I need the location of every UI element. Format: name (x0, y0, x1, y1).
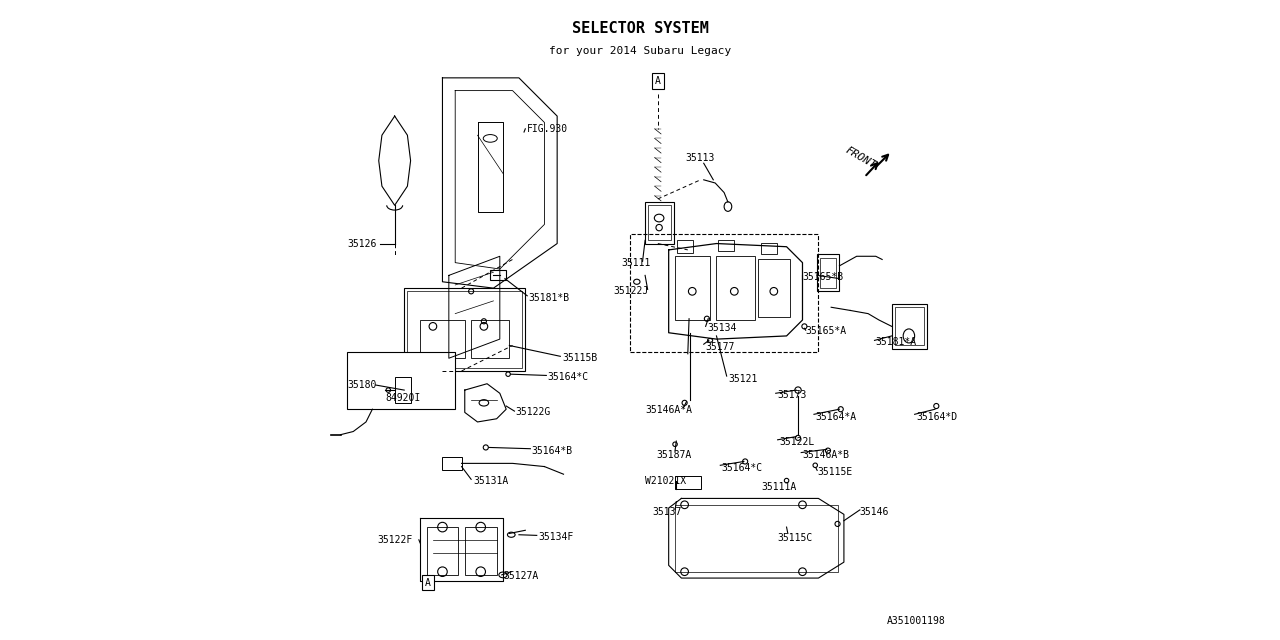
Text: 35115E: 35115E (817, 467, 852, 477)
Text: FIG.930: FIG.930 (526, 124, 568, 134)
Bar (892, 304, 927, 349)
Bar (631, 234, 818, 352)
Bar (648, 205, 671, 241)
Text: 35173: 35173 (777, 390, 806, 400)
Text: 35113: 35113 (686, 152, 716, 163)
Text: 35164*D: 35164*D (916, 412, 957, 422)
Text: W21021X: W21021X (645, 476, 686, 486)
Bar (677, 241, 692, 253)
Text: 35180: 35180 (347, 380, 376, 390)
Text: 35111A: 35111A (762, 482, 796, 492)
Text: 35126: 35126 (347, 239, 376, 248)
Bar (404, 288, 525, 371)
Bar (718, 240, 733, 251)
Text: 35122J: 35122J (613, 286, 649, 296)
Text: A: A (425, 577, 431, 588)
Bar (347, 352, 456, 409)
Bar (465, 527, 497, 575)
Text: 35165*B: 35165*B (803, 271, 844, 282)
Text: 35146A*A: 35146A*A (645, 406, 692, 415)
Text: 35146: 35146 (860, 508, 890, 518)
Bar (490, 270, 506, 280)
Text: 35134: 35134 (707, 323, 736, 333)
Text: 35134F: 35134F (538, 532, 573, 541)
Bar (420, 320, 465, 358)
Text: 35187A: 35187A (655, 450, 691, 460)
Text: 35115B: 35115B (562, 353, 598, 364)
Text: 35177: 35177 (705, 342, 735, 352)
Text: 84920I: 84920I (385, 393, 420, 403)
Bar (407, 291, 522, 368)
Bar (471, 320, 509, 358)
Bar (675, 505, 837, 572)
Bar (675, 476, 700, 489)
Ellipse shape (484, 134, 497, 142)
Text: 35122L: 35122L (780, 437, 814, 447)
Text: for your 2014 Subaru Legacy: for your 2014 Subaru Legacy (549, 46, 731, 56)
Bar (895, 307, 924, 346)
Text: 35115C: 35115C (777, 533, 813, 543)
Text: A: A (655, 76, 660, 86)
Bar (443, 457, 462, 470)
Text: SELECTOR SYSTEM: SELECTOR SYSTEM (572, 20, 708, 35)
Bar (758, 259, 790, 317)
Text: 35164*C: 35164*C (548, 372, 589, 382)
Text: 35164*A: 35164*A (815, 412, 856, 422)
Bar (717, 256, 755, 320)
Bar (817, 254, 840, 291)
Bar (762, 243, 777, 254)
Bar (426, 527, 458, 575)
Text: A351001198: A351001198 (887, 616, 946, 626)
Bar (645, 202, 673, 244)
Text: 35122F: 35122F (378, 535, 412, 545)
Bar (820, 257, 836, 288)
Bar (675, 256, 710, 320)
Text: 35181*A: 35181*A (876, 337, 916, 348)
Text: 35111: 35111 (622, 258, 652, 268)
Text: 35137: 35137 (653, 508, 682, 518)
Text: 35131A: 35131A (474, 476, 508, 486)
Text: FRONT: FRONT (844, 145, 878, 170)
Text: 35164*C: 35164*C (722, 463, 763, 473)
Text: 35122G: 35122G (516, 408, 550, 417)
Text: 35121: 35121 (728, 374, 758, 383)
Text: 35146A*B: 35146A*B (803, 450, 850, 460)
Bar (394, 378, 411, 403)
Text: 35164*B: 35164*B (531, 445, 572, 456)
Text: 35127A: 35127A (503, 571, 539, 581)
Text: 35165*A: 35165*A (805, 326, 847, 337)
Text: 35181*B: 35181*B (529, 292, 570, 303)
